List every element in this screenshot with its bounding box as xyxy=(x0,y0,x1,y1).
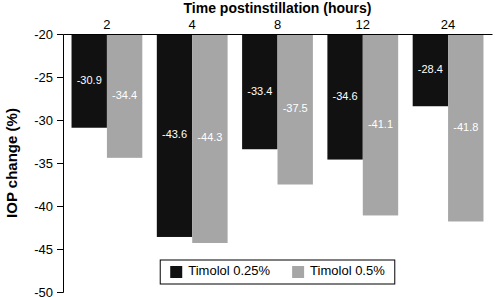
tick-mark xyxy=(57,292,63,293)
data-label: -37.5 xyxy=(283,102,308,114)
tick-mark xyxy=(57,120,63,121)
data-label: -28.4 xyxy=(418,63,443,75)
tick-mark xyxy=(57,77,63,78)
bar xyxy=(192,34,227,243)
bar xyxy=(157,34,192,237)
y-axis: -20 -25 -30 -35 -40 -45 -50 xyxy=(34,27,63,297)
x-axis-title: Time postinstillation (hours) xyxy=(184,0,372,16)
bar xyxy=(413,34,448,106)
tick: 4 xyxy=(189,17,196,32)
data-label: -41.8 xyxy=(453,121,478,133)
data-label: -30.9 xyxy=(77,74,102,86)
tick-label: -35 xyxy=(34,156,53,171)
tick: 8 xyxy=(274,17,281,32)
axis-line xyxy=(64,34,493,35)
tick-mark xyxy=(57,249,63,250)
tick: -30 xyxy=(34,113,63,128)
data-label: -43.6 xyxy=(162,128,187,140)
tick-label: -25 xyxy=(34,70,53,85)
tick-label: 8 xyxy=(274,17,281,32)
bar xyxy=(363,34,398,215)
tick: -20 xyxy=(34,27,63,42)
tick-mark xyxy=(57,206,63,207)
tick: 24 xyxy=(441,17,455,32)
legend-label: Timolol 0.25% xyxy=(188,263,270,278)
tick-label: -50 xyxy=(34,285,53,297)
tick: -40 xyxy=(34,199,63,214)
plot: -30.9 -43.6 -33.4 -34.6 -28.4 -34.4 -44.3 -37.5… xyxy=(34,17,492,297)
data-label: -34.4 xyxy=(112,89,137,101)
bar xyxy=(278,34,313,185)
tick: -35 xyxy=(34,156,63,171)
data-label: -34.6 xyxy=(333,90,358,102)
legend-box xyxy=(160,260,395,284)
tick: -25 xyxy=(34,70,63,85)
data-label: -41.1 xyxy=(368,118,393,130)
bar xyxy=(448,34,483,221)
tick: 2 xyxy=(103,17,110,32)
legend-swatch xyxy=(292,266,304,278)
tick-label: 24 xyxy=(441,17,455,32)
data-label: -44.3 xyxy=(197,131,222,143)
tick-mark xyxy=(57,163,63,164)
tick-label: 12 xyxy=(356,17,370,32)
bar xyxy=(242,34,277,149)
tick-label: 4 xyxy=(189,17,196,32)
tick-label: -45 xyxy=(34,242,53,257)
bar xyxy=(327,34,362,160)
legend-items: Timolol 0.25% Timolol 0.5% xyxy=(170,263,385,278)
chart: -30.9 -43.6 -33.4 -34.6 -28.4 -34.4 -44.3 -37.5… xyxy=(0,0,500,297)
x-axis: 2481224 xyxy=(64,17,493,35)
tick: -45 xyxy=(34,242,63,257)
tick-label: -20 xyxy=(34,27,53,42)
tick-label: -40 xyxy=(34,199,53,214)
data-labels: -30.9 -43.6 -33.4 -34.6 -28.4 -34.4 -44.3 -37.5… xyxy=(77,63,479,143)
legend: Timolol 0.25% Timolol 0.5% xyxy=(160,260,395,284)
tick-label: 2 xyxy=(103,17,110,32)
data-label: -33.4 xyxy=(247,85,272,97)
tick: 12 xyxy=(356,17,370,32)
tick-label: -30 xyxy=(34,113,53,128)
legend-label: Timolol 0.5% xyxy=(310,263,385,278)
bar xyxy=(72,34,107,128)
bar xyxy=(107,34,142,158)
y-axis-title: IOP change (%) xyxy=(3,108,20,218)
tick-mark xyxy=(57,34,63,35)
tick: -50 xyxy=(34,285,63,297)
legend-swatch xyxy=(170,266,182,278)
axis-line xyxy=(57,35,64,293)
bars xyxy=(72,34,484,243)
